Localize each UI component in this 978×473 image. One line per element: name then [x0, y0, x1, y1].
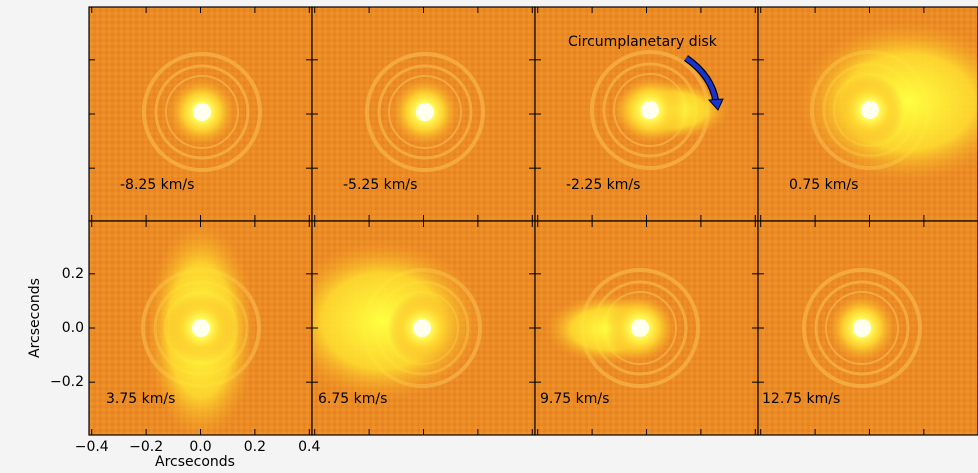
panel-label: -5.25 km/s: [343, 177, 417, 193]
star-center: [416, 103, 434, 121]
panel: 9.75 km/s: [535, 221, 758, 435]
y-axis-label: Arcseconds: [27, 278, 43, 358]
star-center: [192, 319, 210, 337]
panel: -8.25 km/s: [89, 7, 312, 221]
x-tick-label: 0.0: [189, 439, 211, 455]
panel-image: [89, 221, 312, 441]
star-center: [413, 319, 431, 337]
x-tick-label: 0.4: [298, 439, 320, 455]
panel-label: -8.25 km/s: [120, 177, 194, 193]
x-tick-label: −0.4: [75, 439, 109, 455]
x-axis-label: Arcseconds: [155, 454, 235, 470]
panel: -5.25 km/s: [312, 7, 535, 221]
y-tick-label: 0.0: [62, 320, 84, 336]
panel-label: 12.75 km/s: [762, 391, 840, 407]
panel-label: -2.25 km/s: [566, 177, 640, 193]
panel-label: 9.75 km/s: [540, 391, 609, 407]
panel-label: 3.75 km/s: [106, 391, 175, 407]
y-tick-label: −0.2: [50, 374, 84, 390]
figure: -8.25 km/s -5.25 km/s -2.25 km/s 0.75 km/s 3…: [0, 0, 978, 473]
panels: -8.25 km/s -5.25 km/s -2.25 km/s 0.75 km/s 3…: [89, 7, 978, 441]
star-center: [631, 319, 649, 337]
panel-label: 6.75 km/s: [318, 391, 387, 407]
star-center: [641, 101, 659, 119]
star-center: [861, 101, 879, 119]
panel: 12.75 km/s: [758, 221, 978, 435]
annotation: Circumplanetary disk: [568, 34, 718, 50]
y-tick-label: 0.2: [62, 266, 84, 282]
x-tick-label: −0.2: [129, 439, 163, 455]
x-tick-label: 0.2: [244, 439, 266, 455]
panel: 0.75 km/s: [758, 7, 978, 221]
panel: 6.75 km/s: [282, 221, 535, 435]
panel-label: 0.75 km/s: [789, 177, 858, 193]
panel: 3.75 km/s: [89, 221, 312, 441]
star-center: [193, 103, 211, 121]
star-center: [853, 319, 871, 337]
